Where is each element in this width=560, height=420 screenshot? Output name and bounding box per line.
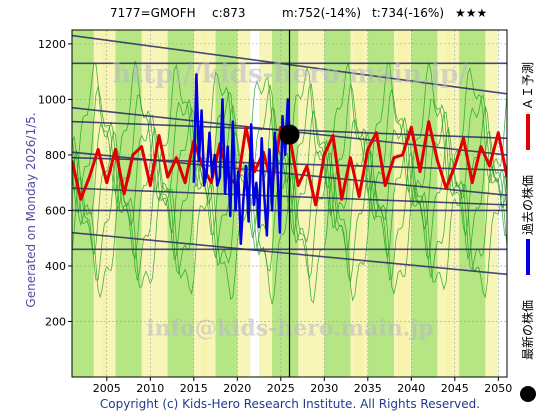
header-stars: ★★★ (455, 6, 487, 20)
legend-item: ＡＩ予測 (521, 62, 535, 150)
x-tick-label: 2005 (93, 382, 121, 395)
y-tick-label: 400 (45, 260, 66, 273)
plot-content: http://kids-hero.main.jp/info@kids-hero.… (72, 30, 507, 377)
header-symbol: 7177=GMOFH (110, 6, 196, 20)
plot-area: http://kids-hero.main.jp/info@kids-hero.… (38, 29, 512, 395)
y-tick-label: 200 (45, 315, 66, 328)
legend-label: ＡＩ予測 (521, 62, 535, 110)
latest-price-point (279, 124, 300, 145)
band-green (167, 30, 194, 377)
copyright-text: Copyright (c) Kids-Hero Research Institu… (100, 397, 480, 411)
legend-label: 最新の株価 (520, 300, 535, 360)
legend-item: 最新の株価 (520, 300, 536, 402)
legend-swatch (520, 386, 536, 402)
chart-header: 7177=GMOFH c:873 m:752(-14%) t:734(-16%)… (110, 6, 487, 20)
legend-label: 過去の株価 (520, 175, 535, 235)
header-target: t:734(-16%) (372, 6, 444, 20)
x-tick-label: 2010 (136, 382, 164, 395)
x-tick-label: 2035 (354, 382, 382, 395)
y-tick-label: 1000 (38, 93, 66, 106)
band-green (272, 30, 299, 377)
header-current: c:873 (212, 6, 246, 20)
y-tick-label: 1200 (38, 38, 66, 51)
band-green (367, 30, 394, 377)
series-past-price (192, 73, 291, 246)
x-tick-label: 2050 (484, 382, 512, 395)
y-tick-label: 600 (45, 204, 66, 217)
generated-date-text: Generated on Monday 2026/1/5. (24, 112, 38, 307)
plot-frame (71, 29, 508, 378)
x-tick-label: 2040 (397, 382, 425, 395)
header-mid: m:752(-14%) (282, 6, 361, 20)
x-tick-label: 2045 (441, 382, 469, 395)
y-tick-label: 800 (45, 149, 66, 162)
x-tick-label: 2030 (310, 382, 338, 395)
legend-item: 過去の株価 (520, 175, 535, 275)
x-tick-label: 2025 (267, 382, 295, 395)
watermark-url: http://kids-hero.main.jp/ (112, 60, 468, 90)
x-tick-label: 2015 (180, 382, 208, 395)
x-tick-label: 2020 (223, 382, 251, 395)
